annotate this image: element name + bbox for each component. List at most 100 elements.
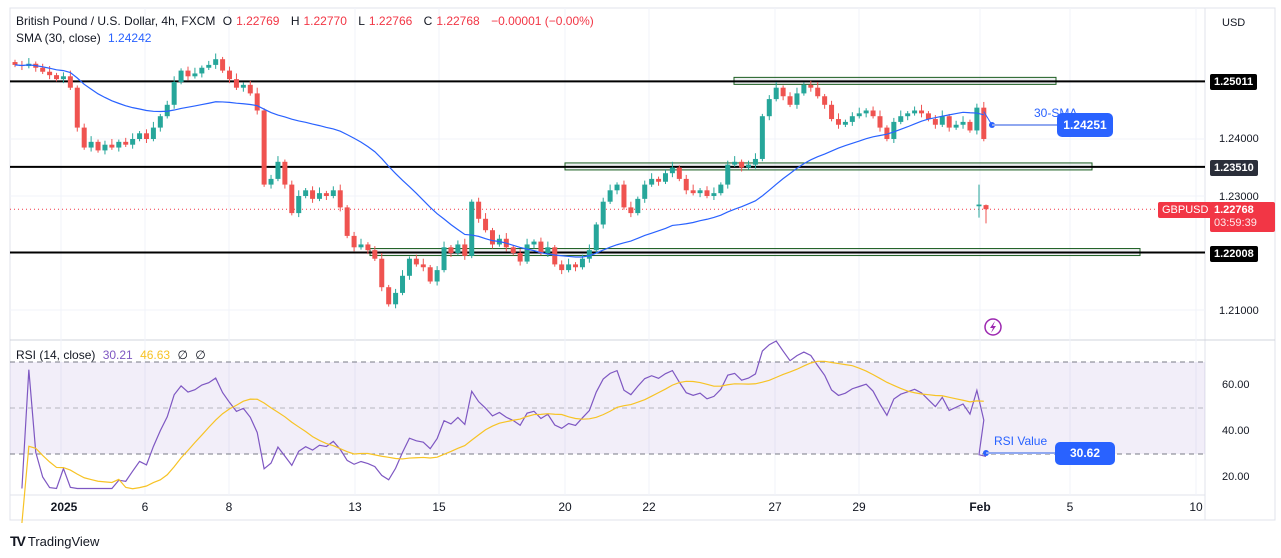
candle-body — [476, 201, 482, 219]
price-tick: 1.24000 — [1219, 133, 1259, 145]
date-label: 2025 — [50, 500, 78, 514]
candle-body — [642, 184, 648, 199]
sma-legend[interactable]: SMA (30, close) 1.24242 — [16, 31, 155, 45]
candle-body — [130, 139, 136, 145]
candle-body — [835, 119, 841, 125]
candle-body — [323, 193, 329, 196]
candle-body — [489, 230, 495, 245]
rsi-legend[interactable]: RSI (14, close) 30.21 46.63 ∅ ∅ — [16, 348, 210, 362]
date-label: 8 — [225, 500, 233, 514]
candle-body — [711, 193, 717, 196]
candle-body — [566, 264, 572, 271]
tradingview-logo[interactable]: TV TradingView — [10, 533, 99, 549]
candle-body — [74, 87, 80, 128]
candle-body — [296, 196, 302, 214]
candle-body — [925, 113, 931, 120]
candle-body — [725, 164, 731, 185]
currency-label[interactable]: USD — [1222, 17, 1246, 29]
sma-value: 1.24242 — [108, 31, 152, 45]
candle-body — [171, 82, 177, 105]
candle-body — [420, 264, 426, 268]
candle-body — [483, 218, 489, 231]
high-value: 1.22770 — [303, 14, 347, 28]
candle-body — [261, 110, 267, 185]
candle-body — [469, 201, 475, 256]
symbol-title[interactable]: British Pound / U.S. Dollar, 4h, FXCM — [16, 14, 216, 28]
candle-body — [178, 70, 184, 82]
level-tag: 1.22008 — [1210, 246, 1258, 262]
candle-body — [849, 116, 855, 122]
candle-body — [960, 121, 966, 125]
rsi-ma-line — [21, 360, 984, 524]
candle-body — [227, 70, 233, 80]
rsi-tick: 60.00 — [1222, 379, 1250, 391]
candle-body — [275, 161, 281, 179]
candle-body — [976, 204, 982, 207]
candle-body — [60, 76, 66, 80]
candle-body — [635, 198, 641, 214]
close-label: C — [423, 14, 433, 28]
candle-body — [351, 235, 357, 248]
candle-body — [822, 96, 828, 105]
date-label: 22 — [642, 500, 656, 514]
candle-body — [240, 84, 246, 88]
rsi-annotation-box[interactable]: 30.62 — [1055, 442, 1115, 465]
high-label: H — [290, 14, 300, 28]
rsi-annotation-text[interactable]: RSI Value — [994, 434, 1048, 448]
candle-body — [983, 205, 989, 210]
current-price-tag: 1.22768 03:59:39 — [1210, 202, 1275, 232]
chart-frame — [9, 7, 1276, 521]
rsi-line — [21, 340, 987, 490]
candle-body — [974, 107, 980, 131]
rsi-label: RSI (14, close) — [16, 348, 96, 362]
candle-body — [669, 167, 675, 174]
candle-body — [109, 144, 115, 148]
price-tick: 1.21000 — [1219, 305, 1259, 317]
candle-body — [981, 107, 987, 139]
candle-body — [600, 201, 606, 225]
candle-body — [649, 178, 655, 185]
candle-body — [81, 127, 87, 148]
candle-body — [199, 67, 205, 74]
candle-body — [877, 116, 883, 128]
candle-body — [676, 167, 682, 179]
candle-body — [614, 184, 620, 191]
candle-body — [137, 133, 143, 139]
candle-body — [801, 84, 807, 94]
candle-body — [455, 244, 461, 253]
candle-body — [690, 190, 696, 194]
candle-body — [815, 87, 821, 97]
candle-body — [766, 99, 772, 117]
candle-body — [863, 110, 869, 114]
sma-annotation-box[interactable]: 1.24251 — [1057, 113, 1113, 137]
candle-body — [545, 247, 551, 253]
date-label: 5 — [1066, 500, 1074, 514]
candle-body — [939, 116, 945, 125]
candle-body — [621, 184, 627, 208]
candle-body — [358, 244, 364, 248]
candle-body — [88, 141, 94, 148]
level-tag: 1.23510 — [1210, 160, 1258, 176]
date-label: Feb — [969, 500, 991, 514]
symbol-tag: GBPUSD — [1158, 202, 1213, 218]
open-value: 1.22769 — [236, 14, 280, 28]
candle-body — [213, 59, 219, 65]
candle-body — [787, 96, 793, 105]
candle-body — [462, 244, 468, 256]
candle-body — [386, 287, 392, 305]
candle-body — [47, 71, 53, 76]
candle-body — [330, 190, 336, 196]
candle-body — [586, 250, 592, 259]
candle-body — [40, 67, 46, 72]
candle-body — [413, 258, 419, 265]
candle-body — [517, 253, 523, 262]
candle-body — [573, 264, 579, 268]
candle-body — [282, 161, 288, 185]
rsi-tick: 20.00 — [1222, 471, 1250, 483]
candle-body — [157, 116, 163, 128]
candle-body — [233, 79, 239, 88]
candle-body — [746, 164, 752, 168]
candle-body — [759, 116, 765, 159]
